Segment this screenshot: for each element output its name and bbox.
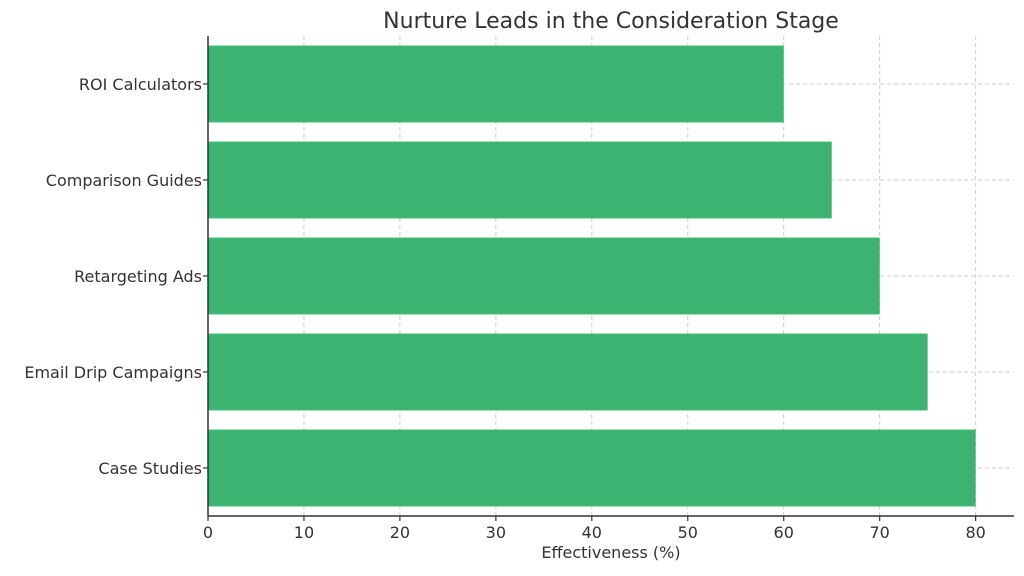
x-tick-label: 80 <box>965 523 985 542</box>
bar-layer <box>208 45 976 507</box>
y-tick-label: Retargeting Ads <box>74 267 202 286</box>
bar <box>208 429 976 507</box>
chart-title: Nurture Leads in the Consideration Stage <box>383 9 839 34</box>
y-tick-label: Comparison Guides <box>46 171 202 190</box>
x-tick-label: 10 <box>294 523 314 542</box>
bar <box>208 141 832 219</box>
tick-layer: Case Studies Email Drip Campaigns Retarget… <box>24 75 985 542</box>
x-tick-label: 30 <box>486 523 506 542</box>
y-tick-label: Email Drip Campaigns <box>24 363 202 382</box>
bar <box>208 45 784 123</box>
x-tick-label: 60 <box>774 523 794 542</box>
x-axis-label: Effectiveness (%) <box>541 543 680 562</box>
bar <box>208 333 928 411</box>
x-tick-label: 0 <box>203 523 213 542</box>
x-tick-label: 70 <box>869 523 889 542</box>
y-tick-label: Case Studies <box>98 459 202 478</box>
y-tick-label: ROI Calculators <box>79 75 202 94</box>
x-tick-label: 50 <box>678 523 698 542</box>
bar <box>208 237 880 315</box>
x-tick-label: 20 <box>390 523 410 542</box>
x-tick-label: 40 <box>582 523 602 542</box>
